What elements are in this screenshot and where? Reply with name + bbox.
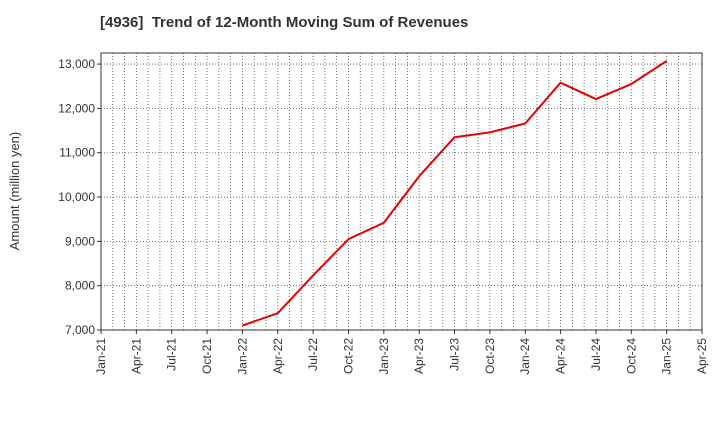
x-tick-label: Apr-25 [695,338,709,374]
x-tick-label: Jan-22 [235,338,249,375]
chart-title: [4936] Trend of 12-Month Moving Sum of R… [100,14,469,31]
y-tick-label: 9,000 [65,234,95,248]
x-tick-label: Jul-24 [589,338,603,371]
x-tick-label: Oct-22 [341,338,355,374]
x-tick-label: Jan-21 [94,338,108,375]
x-tick-label: Apr-21 [129,338,143,374]
x-tick-label: Jul-21 [165,338,179,371]
y-tick-label: 7,000 [65,323,95,337]
y-axis-label: Amount (million yen) [7,132,22,251]
y-tick-label: 11,000 [59,146,95,160]
series-line [242,60,668,327]
x-tick-label: Apr-22 [271,338,285,374]
x-tick-label: Apr-24 [554,338,568,374]
y-tick-label: 13,000 [58,57,95,71]
y-tick-label: 12,000 [58,101,95,115]
y-axis-ticks: 7,000 8,000 9,000 10,000 11,000 12,000 13,000 [58,57,101,337]
series-layer [242,60,668,327]
x-tick-label: Oct-24 [624,338,638,374]
x-tick-label: Jan-25 [660,338,674,375]
x-tick-label: Oct-23 [483,338,497,374]
grid-lines [101,53,702,331]
y-tick-label: 8,000 [65,279,95,293]
x-tick-label: Jul-22 [306,338,320,371]
x-axis-ticks: Jan-21 Apr-21 Jul-21 Oct-21 Jan-22 Apr-22 Jul-… [94,330,709,375]
x-tick-label: Jan-24 [518,338,532,375]
x-tick-label: Oct-21 [200,338,214,374]
x-tick-label: Jul-23 [448,338,462,371]
y-tick-label: 10,000 [58,190,95,204]
x-tick-label: Apr-23 [412,338,426,374]
x-tick-label: Jan-23 [377,338,391,375]
plot-border [100,52,703,331]
plot-frame [100,52,703,331]
